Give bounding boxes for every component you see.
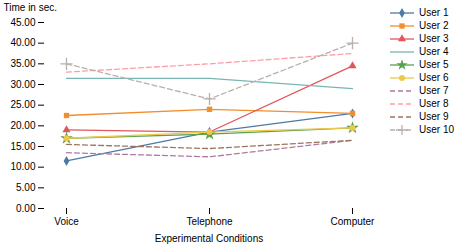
html-text:User 5: User 5: [419, 59, 449, 70]
html-text:User 7: User 7: [419, 85, 449, 96]
svg-text:0.00: 0.00: [16, 203, 36, 214]
svg-text:40.00: 40.00: [10, 37, 35, 48]
svg-text:Time in sec.: Time in sec.: [4, 2, 58, 13]
svg-text:30.00: 30.00: [10, 79, 35, 90]
html-text:User 9: User 9: [419, 111, 449, 122]
html-text:User 3: User 3: [419, 33, 449, 44]
svg-text:15.00: 15.00: [10, 141, 35, 152]
svg-text:5.00: 5.00: [16, 182, 36, 193]
svg-text:10.00: 10.00: [10, 161, 35, 172]
svg-text:25.00: 25.00: [10, 99, 35, 110]
html-text:User 6: User 6: [419, 72, 449, 83]
svg-text:20.00: 20.00: [10, 120, 35, 131]
html-text:User 1: User 1: [419, 7, 449, 18]
svg-text:35.00: 35.00: [10, 58, 35, 69]
html-text:User 4: User 4: [419, 46, 449, 57]
svg-text:Experimental Conditions: Experimental Conditions: [155, 233, 263, 244]
html-text:User 2: User 2: [419, 20, 449, 31]
svg-text:Voice: Voice: [54, 216, 79, 227]
svg-text:Computer: Computer: [331, 216, 376, 227]
svg-text:45.00: 45.00: [10, 17, 35, 28]
svg-text:Telephone: Telephone: [186, 216, 233, 227]
html-text:User 10: User 10: [419, 124, 454, 135]
html-text:User 8: User 8: [419, 98, 449, 109]
